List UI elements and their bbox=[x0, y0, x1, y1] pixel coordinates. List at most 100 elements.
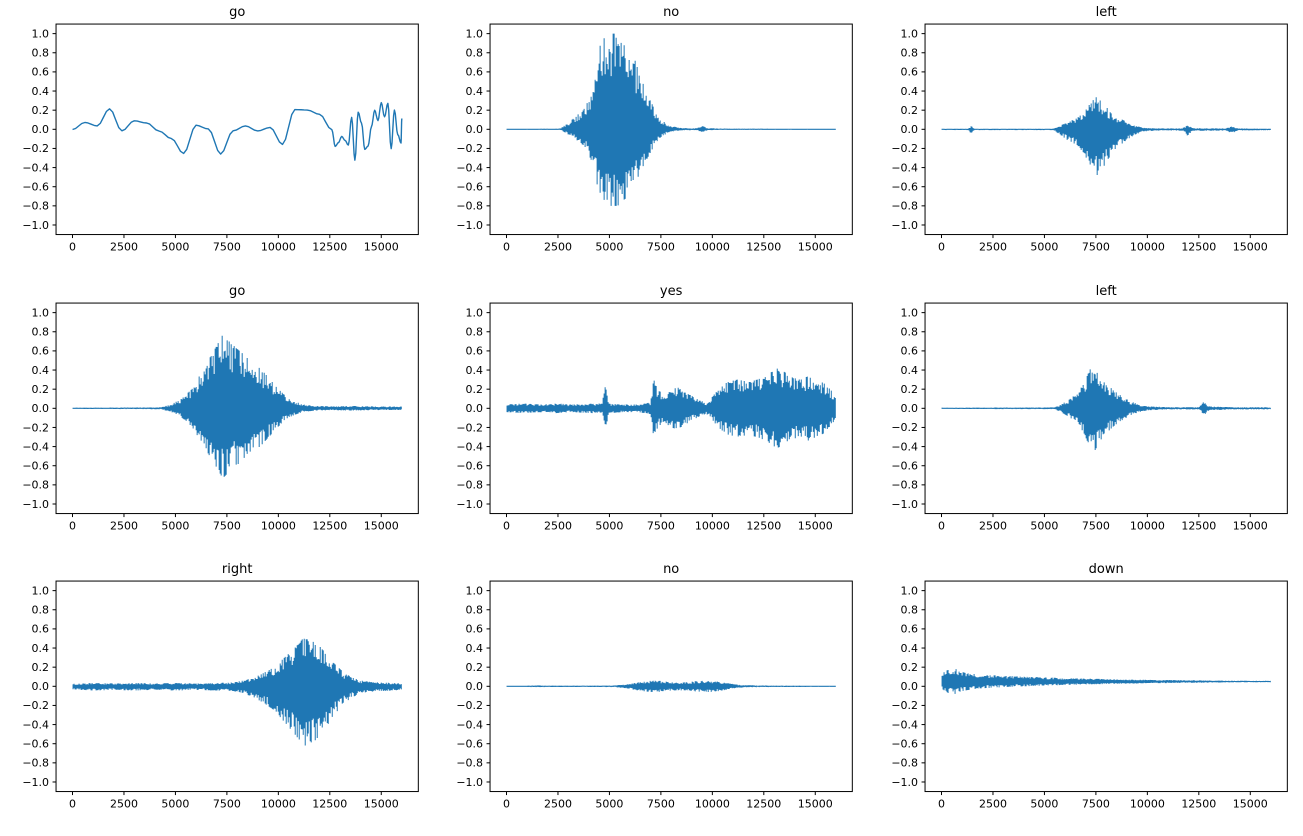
x-tick-label: 15000 bbox=[1232, 241, 1267, 254]
y-tick-label: −0.6 bbox=[22, 459, 49, 472]
y-tick-label: −0.6 bbox=[891, 738, 918, 751]
waveform-path bbox=[941, 669, 1271, 695]
y-tick-label: −0.2 bbox=[22, 700, 49, 713]
y-tick-label: 1.0 bbox=[466, 306, 483, 319]
y-tick-label: −0.2 bbox=[457, 421, 484, 434]
y-tick-label: −0.2 bbox=[22, 142, 49, 155]
waveform-plot: 1.0 0.8 0.6 0.4 0.2 0.0 −0.2 −0.4 −0.6 −0.8 −1.0 0 2… bbox=[891, 562, 1288, 811]
x-tick-label: 15000 bbox=[364, 241, 399, 254]
x-tick-label: 12500 bbox=[1181, 241, 1216, 254]
plot-title: yes bbox=[660, 284, 683, 299]
x-tick-label: 5000 bbox=[596, 241, 624, 254]
y-tick-label: 0.0 bbox=[900, 123, 917, 136]
y-tick-label: 0.6 bbox=[32, 344, 49, 357]
y-tick-label: −0.4 bbox=[457, 719, 484, 732]
x-tick-label: 5000 bbox=[161, 519, 189, 532]
x-axis: 0 2500 5000 7500 10000 12500 15000 bbox=[69, 791, 399, 811]
y-tick-label: −0.8 bbox=[891, 478, 918, 491]
y-tick-label: −1.0 bbox=[891, 776, 918, 789]
x-tick-label: 2500 bbox=[979, 241, 1007, 254]
y-axis: 1.0 0.8 0.6 0.4 0.2 0.0 −0.2 −0.4 −0.6 −0.8 −1.0 bbox=[22, 306, 57, 510]
y-tick-label: 0.2 bbox=[32, 104, 49, 117]
waveform-path bbox=[941, 369, 1271, 450]
y-tick-label: −0.2 bbox=[891, 421, 918, 434]
waveform-plot: 1.0 0.8 0.6 0.4 0.2 0.0 −0.2 −0.4 −0.6 −0.8 −1.0 0 2… bbox=[891, 284, 1288, 532]
y-tick-label: 0.0 bbox=[466, 123, 483, 136]
x-tick-label: 5000 bbox=[161, 241, 189, 254]
x-tick-label: 12500 bbox=[747, 519, 782, 532]
y-tick-label: 0.8 bbox=[32, 47, 49, 60]
x-tick-label: 15000 bbox=[798, 798, 833, 811]
waveform-path bbox=[506, 681, 837, 693]
x-tick-label: 5000 bbox=[1030, 519, 1058, 532]
x-tick-label: 7500 bbox=[647, 519, 675, 532]
waveform-plot: 1.0 0.8 0.6 0.4 0.2 0.0 −0.2 −0.4 −0.6 −0.8 −1.0 0 2… bbox=[457, 562, 854, 811]
y-tick-label: 1.0 bbox=[32, 306, 49, 319]
y-tick-label: 1.0 bbox=[32, 27, 49, 40]
y-tick-label: −0.4 bbox=[891, 161, 918, 174]
plot-title: no bbox=[663, 5, 679, 20]
x-tick-label: 12500 bbox=[312, 241, 347, 254]
plot-title: go bbox=[229, 5, 245, 20]
x-tick-label: 15000 bbox=[364, 519, 399, 532]
waveform-path bbox=[506, 33, 837, 206]
y-tick-label: −0.4 bbox=[457, 161, 484, 174]
x-tick-label: 7500 bbox=[1082, 519, 1110, 532]
x-tick-label: 2500 bbox=[544, 241, 572, 254]
y-tick-label: −0.8 bbox=[22, 757, 49, 770]
x-tick-label: 0 bbox=[938, 241, 945, 254]
y-tick-label: 0.0 bbox=[32, 123, 49, 136]
y-tick-label: 0.0 bbox=[900, 402, 917, 415]
subplot-go-0: 1.0 0.8 0.6 0.4 0.2 0.0 −0.2 −0.4 −0.6 −0.8 −1.0 0 2… bbox=[0, 0, 434, 279]
y-tick-label: 0.6 bbox=[466, 344, 483, 357]
y-tick-label: −0.4 bbox=[457, 440, 484, 453]
x-tick-label: 10000 bbox=[1130, 798, 1165, 811]
y-axis: 1.0 0.8 0.6 0.4 0.2 0.0 −0.2 −0.4 −0.6 −0.8 −1.0 bbox=[891, 585, 925, 789]
waveform-plot: 1.0 0.8 0.6 0.4 0.2 0.0 −0.2 −0.4 −0.6 −0.8 −1.0 0 2… bbox=[457, 284, 854, 532]
waveform-plot: 1.0 0.8 0.6 0.4 0.2 0.0 −0.2 −0.4 −0.6 −0.8 −1.0 0 2… bbox=[891, 5, 1288, 254]
x-axis: 0 2500 5000 7500 10000 12500 15000 bbox=[938, 791, 1267, 811]
x-tick-label: 2500 bbox=[110, 798, 138, 811]
x-tick-label: 0 bbox=[503, 241, 510, 254]
y-tick-label: 1.0 bbox=[32, 585, 49, 598]
subplot-yes-4: 1.0 0.8 0.6 0.4 0.2 0.0 −0.2 −0.4 −0.6 −0.8 −1.0 0 2… bbox=[434, 279, 868, 558]
y-tick-label: 0.2 bbox=[32, 383, 49, 396]
y-tick-label: 0.0 bbox=[466, 680, 483, 693]
y-tick-label: 0.4 bbox=[900, 85, 917, 98]
y-tick-label: −1.0 bbox=[457, 497, 484, 510]
waveform-plot: 1.0 0.8 0.6 0.4 0.2 0.0 −0.2 −0.4 −0.6 −0.8 −1.0 0 2… bbox=[22, 5, 419, 254]
subplot-right-6: 1.0 0.8 0.6 0.4 0.2 0.0 −0.2 −0.4 −0.6 −0.8 −1.0 0 2… bbox=[0, 557, 434, 836]
x-tick-label: 7500 bbox=[647, 798, 675, 811]
y-tick-label: 0.2 bbox=[900, 383, 917, 396]
y-tick-label: 0.4 bbox=[900, 642, 917, 655]
x-tick-label: 10000 bbox=[1130, 241, 1165, 254]
y-tick-label: 0.4 bbox=[900, 363, 917, 376]
y-tick-label: −0.4 bbox=[22, 440, 49, 453]
y-tick-label: 0.4 bbox=[32, 85, 49, 98]
y-tick-label: −0.4 bbox=[22, 161, 49, 174]
x-tick-label: 7500 bbox=[647, 241, 675, 254]
y-tick-label: −0.6 bbox=[22, 738, 49, 751]
plot-title: go bbox=[229, 284, 245, 299]
plot-title: down bbox=[1088, 562, 1123, 577]
plot-title: left bbox=[1095, 284, 1116, 299]
waveform-path bbox=[72, 639, 402, 746]
y-tick-label: 0.4 bbox=[32, 642, 49, 655]
x-axis: 0 2500 5000 7500 10000 12500 15000 bbox=[938, 234, 1267, 254]
y-tick-label: −0.4 bbox=[22, 719, 49, 732]
subplot-no-7: 1.0 0.8 0.6 0.4 0.2 0.0 −0.2 −0.4 −0.6 −0.8 −1.0 0 2… bbox=[434, 557, 868, 836]
x-tick-label: 5000 bbox=[596, 798, 624, 811]
x-axis: 0 2500 5000 7500 10000 12500 15000 bbox=[938, 513, 1267, 532]
y-tick-label: −0.6 bbox=[891, 459, 918, 472]
y-tick-label: 0.8 bbox=[466, 47, 483, 60]
y-tick-label: 1.0 bbox=[466, 585, 483, 598]
y-tick-label: −0.6 bbox=[457, 459, 484, 472]
y-axis: 1.0 0.8 0.6 0.4 0.2 0.0 −0.2 −0.4 −0.6 −0.8 −1.0 bbox=[457, 27, 491, 232]
y-axis: 1.0 0.8 0.6 0.4 0.2 0.0 −0.2 −0.4 −0.6 −0.8 −1.0 bbox=[457, 306, 491, 510]
y-tick-label: 0.6 bbox=[32, 66, 49, 79]
y-tick-label: 0.2 bbox=[466, 383, 483, 396]
x-tick-label: 7500 bbox=[213, 519, 241, 532]
x-tick-label: 0 bbox=[69, 519, 76, 532]
y-tick-label: −0.6 bbox=[22, 181, 49, 194]
y-tick-label: 0.2 bbox=[466, 104, 483, 117]
